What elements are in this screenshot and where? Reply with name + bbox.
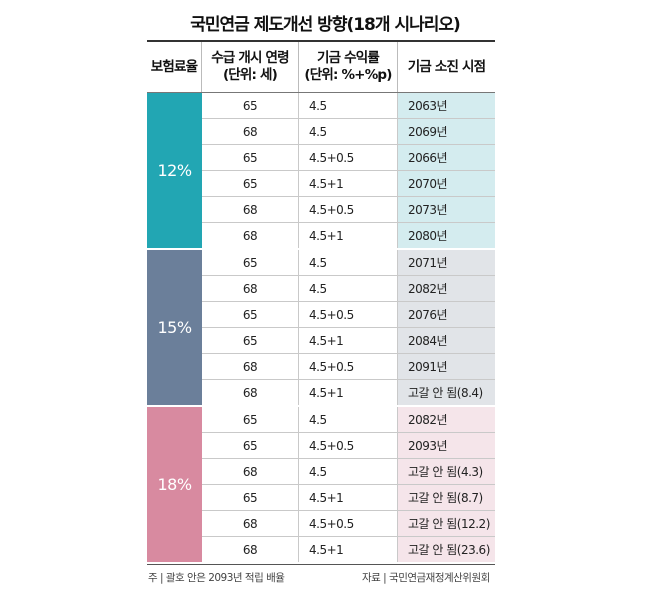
pension-age-cell: 65	[202, 302, 299, 327]
pension-age-cell: 68	[202, 223, 299, 248]
depletion-year-cell: 2073년	[398, 197, 495, 222]
depletion-year-cell: 2070년	[398, 171, 495, 196]
fund-return-cell: 4.5	[299, 459, 398, 484]
table-row: 65 4.5+0.5 2093년	[202, 433, 495, 459]
pension-age-cell: 68	[202, 380, 299, 405]
table-row: 65 4.5+1 2070년	[202, 171, 495, 197]
bottom-rule	[147, 564, 495, 565]
table-row: 65 4.5+1 고갈 안 됨(8.7)	[202, 485, 495, 511]
depletion-year-cell: 고갈 안 됨(8.7)	[398, 485, 495, 510]
rate-group: 15% 65 4.5 2071년 68 4.5 2082년 65 4.5+0.5 2076년 65 4…	[147, 250, 495, 407]
top-rule	[147, 40, 495, 42]
pension-age-cell: 68	[202, 537, 299, 562]
header-pension-age-label: 수급 개시 연령	[211, 50, 289, 66]
fund-return-cell: 4.5+0.5	[299, 145, 398, 170]
table-row: 65 4.5 2082년	[202, 407, 495, 433]
table-row: 68 4.5+0.5 2091년	[202, 354, 495, 380]
table-row: 68 4.5+1 고갈 안 됨(8.4)	[202, 380, 495, 405]
depletion-year-cell: 고갈 안 됨(23.6)	[398, 537, 495, 562]
fund-return-cell: 4.5	[299, 407, 398, 432]
pension-age-cell: 65	[202, 485, 299, 510]
fund-return-cell: 4.5+0.5	[299, 354, 398, 379]
table-row: 65 4.5+0.5 2066년	[202, 145, 495, 171]
table-row: 68 4.5 고갈 안 됨(4.3)	[202, 459, 495, 485]
pension-age-cell: 68	[202, 354, 299, 379]
pension-age-cell: 68	[202, 197, 299, 222]
scenario-rows: 65 4.5 2063년 68 4.5 2069년 65 4.5+0.5 2066년 65 4.5+…	[202, 93, 495, 248]
fund-return-cell: 4.5+0.5	[299, 433, 398, 458]
table-row: 65 4.5 2071년	[202, 250, 495, 276]
fund-return-cell: 4.5+0.5	[299, 197, 398, 222]
table-body: 12% 65 4.5 2063년 68 4.5 2069년 65 4.5+0.5 2066년 65 4…	[147, 93, 495, 564]
depletion-year-cell: 2069년	[398, 119, 495, 144]
footnote: 주 | 괄호 안은 2093년 적립 배율	[148, 572, 285, 584]
scenario-rows: 65 4.5 2082년 65 4.5+0.5 2093년 68 4.5 고갈 안 됨(4.3)…	[202, 407, 495, 562]
pension-age-cell: 65	[202, 93, 299, 118]
depletion-year-cell: 2063년	[398, 93, 495, 118]
fund-return-cell: 4.5	[299, 250, 398, 275]
table-row: 65 4.5+0.5 2076년	[202, 302, 495, 328]
depletion-year-cell: 2076년	[398, 302, 495, 327]
rate-group: 12% 65 4.5 2063년 68 4.5 2069년 65 4.5+0.5 2066년 65 4…	[147, 93, 495, 250]
depletion-year-cell: 2082년	[398, 276, 495, 301]
header-pension-age-unit: (단위: 세)	[222, 67, 278, 83]
pension-age-cell: 68	[202, 511, 299, 536]
premium-rate-cell: 18%	[147, 407, 202, 562]
fund-return-cell: 4.5+0.5	[299, 302, 398, 327]
table-row: 68 4.5+0.5 2073년	[202, 197, 495, 223]
table-row: 65 4.5 2063년	[202, 93, 495, 119]
table-row: 68 4.5+1 고갈 안 됨(23.6)	[202, 537, 495, 562]
depletion-year-cell: 2093년	[398, 433, 495, 458]
table-title: 국민연금 제도개선 방향(18개 시나리오)	[190, 15, 461, 35]
pension-age-cell: 65	[202, 433, 299, 458]
depletion-year-cell: 고갈 안 됨(12.2)	[398, 511, 495, 536]
fund-return-cell: 4.5+1	[299, 171, 398, 196]
pension-age-cell: 68	[202, 119, 299, 144]
fund-return-cell: 4.5+0.5	[299, 511, 398, 536]
header-depletion-year: 기금 소진 시점	[407, 58, 486, 75]
pension-age-cell: 68	[202, 459, 299, 484]
fund-return-cell: 4.5	[299, 93, 398, 118]
fund-return-cell: 4.5	[299, 276, 398, 301]
depletion-year-cell: 2084년	[398, 328, 495, 353]
rate-group: 18% 65 4.5 2082년 65 4.5+0.5 2093년 68 4.5 고갈 안 됨(4…	[147, 407, 495, 564]
table-row: 68 4.5+0.5 고갈 안 됨(12.2)	[202, 511, 495, 537]
depletion-year-cell: 2071년	[398, 250, 495, 275]
pension-age-cell: 65	[202, 250, 299, 275]
header-fund-return: 기금 수익률 (단위: %+%p)	[299, 42, 398, 92]
header-premium-rate: 보험료율	[147, 42, 202, 92]
table-row: 68 4.5 2082년	[202, 276, 495, 302]
depletion-year-cell: 고갈 안 됨(4.3)	[398, 459, 495, 484]
table-header: 보험료율 수급 개시 연령 (단위: 세) 기금 수익률 (단위: %+%p) …	[147, 42, 495, 93]
scenario-rows: 65 4.5 2071년 68 4.5 2082년 65 4.5+0.5 2076년 65 4.5+…	[202, 250, 495, 405]
depletion-year-cell: 고갈 안 됨(8.4)	[398, 380, 495, 405]
table-row: 65 4.5+1 2084년	[202, 328, 495, 354]
pension-age-cell: 65	[202, 407, 299, 432]
fund-return-cell: 4.5+1	[299, 380, 398, 405]
premium-rate-cell: 15%	[147, 250, 202, 405]
pension-age-cell: 65	[202, 171, 299, 196]
header-fund-return-unit: (단위: %+%p)	[304, 67, 392, 83]
header-fund-return-label: 기금 수익률	[317, 50, 380, 66]
fund-return-cell: 4.5+1	[299, 328, 398, 353]
pension-age-cell: 65	[202, 145, 299, 170]
fund-return-cell: 4.5+1	[299, 485, 398, 510]
depletion-year-cell: 2091년	[398, 354, 495, 379]
table-row: 68 4.5+1 2080년	[202, 223, 495, 248]
table-row: 68 4.5 2069년	[202, 119, 495, 145]
premium-rate-cell: 12%	[147, 93, 202, 248]
header-pension-age: 수급 개시 연령 (단위: 세)	[202, 42, 299, 92]
depletion-year-cell: 2082년	[398, 407, 495, 432]
depletion-year-cell: 2080년	[398, 223, 495, 248]
fund-return-cell: 4.5+1	[299, 223, 398, 248]
pension-age-cell: 68	[202, 276, 299, 301]
pension-age-cell: 65	[202, 328, 299, 353]
source-note: 자료 | 국민연금재정계산위원회	[362, 572, 490, 584]
fund-return-cell: 4.5	[299, 119, 398, 144]
fund-return-cell: 4.5+1	[299, 537, 398, 562]
depletion-year-cell: 2066년	[398, 145, 495, 170]
